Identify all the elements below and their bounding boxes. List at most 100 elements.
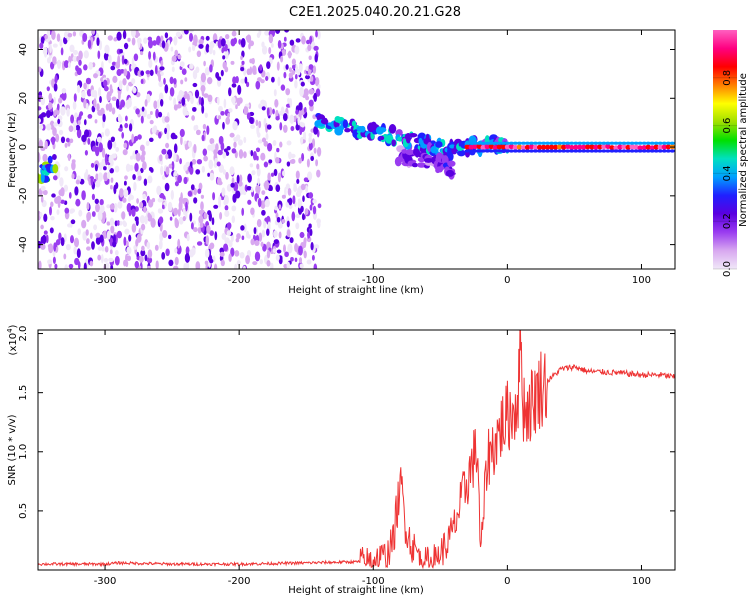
noise-cell — [283, 244, 286, 253]
carrier-cell — [496, 144, 502, 150]
noise-cell — [200, 97, 204, 107]
noise-cell — [77, 228, 81, 236]
noise-cell — [244, 76, 248, 84]
noise-cell — [173, 152, 177, 162]
noise-cell — [78, 50, 83, 60]
noise-cell — [267, 221, 271, 230]
noise-cell — [104, 246, 109, 253]
noise-cell — [97, 109, 103, 116]
noise-cell — [155, 108, 159, 119]
carrier-halo — [480, 149, 486, 153]
noise-cell — [237, 139, 243, 146]
carrier-halo — [581, 141, 587, 145]
track-cell — [408, 132, 418, 138]
noise-cell — [205, 43, 210, 53]
noise-cell — [56, 103, 60, 111]
noise-cell — [299, 86, 304, 97]
carrier-cell — [508, 143, 514, 150]
noise-cell — [58, 129, 64, 136]
noise-cell — [84, 150, 88, 156]
noise-cell — [168, 163, 173, 169]
noise-cell — [231, 96, 236, 104]
noise-cell — [161, 204, 165, 210]
noise-cell — [233, 136, 239, 142]
noise-cell — [131, 208, 136, 217]
carrier-halo — [645, 149, 651, 153]
noise-cell — [300, 205, 304, 213]
track-cell — [457, 149, 466, 157]
noise-cell — [134, 135, 139, 142]
noise-cell — [220, 38, 226, 47]
noise-cell — [240, 38, 246, 48]
noise-cell — [266, 259, 271, 267]
noise-cell — [179, 61, 185, 68]
noise-cell — [93, 224, 98, 231]
noise-cell — [236, 98, 241, 107]
noise-cell — [255, 147, 261, 153]
noise-cell — [75, 198, 81, 207]
noise-cell — [44, 34, 48, 40]
noise-cell — [85, 102, 89, 110]
noise-cell — [43, 213, 48, 222]
y-tick-label: -20 — [18, 188, 29, 204]
noise-cell — [312, 205, 317, 215]
noise-cell — [308, 223, 312, 229]
noise-cell — [89, 260, 94, 267]
noise-cell — [158, 239, 163, 250]
noise-cell — [122, 30, 127, 40]
noise-cell — [272, 248, 277, 253]
carrier-halo — [468, 149, 474, 153]
noise-cell — [148, 137, 154, 142]
carrier-halo — [553, 149, 558, 153]
noise-cell — [147, 249, 153, 259]
noise-cell — [94, 198, 99, 205]
carrier-cell — [653, 144, 659, 150]
noise-cell — [139, 51, 144, 56]
noise-cell — [133, 53, 139, 62]
carrier-halo — [505, 141, 510, 145]
noise-cell — [165, 248, 170, 257]
noise-cell — [317, 30, 321, 40]
noise-cell — [278, 204, 282, 210]
noise-cell — [81, 134, 87, 143]
noise-cell — [116, 31, 122, 41]
snr-multiplier-exp: 4 — [6, 328, 14, 333]
noise-cell — [204, 248, 210, 258]
noise-cell — [53, 96, 56, 105]
noise-cell — [63, 60, 69, 69]
noise-cell — [91, 193, 95, 201]
carrier-cell — [472, 143, 478, 150]
carrier-halo — [597, 149, 603, 153]
noise-cell — [114, 249, 119, 256]
noise-cell — [301, 213, 305, 221]
noise-cell — [185, 246, 190, 255]
noise-cell — [100, 254, 104, 264]
noise-cell — [257, 139, 263, 144]
noise-cell — [261, 229, 266, 238]
carrier-halo — [545, 141, 550, 145]
noise-cell — [294, 243, 299, 252]
noise-cell — [293, 184, 298, 193]
noise-cell — [287, 243, 293, 254]
noise-cell — [177, 208, 181, 217]
noise-cell — [308, 136, 312, 144]
noise-cell — [191, 158, 197, 165]
noise-cell — [38, 260, 42, 269]
noise-cell — [148, 51, 152, 60]
noise-cell — [254, 251, 261, 262]
carrier-halo — [521, 141, 526, 145]
noise-cell — [118, 80, 123, 90]
noise-cell — [261, 45, 268, 55]
noise-cell — [146, 241, 151, 250]
noise-cell — [280, 106, 285, 115]
carrier-halo — [468, 141, 474, 145]
noise-cell — [125, 115, 128, 122]
noise-cell — [290, 153, 296, 159]
noise-cell — [77, 84, 81, 94]
noise-cell — [194, 124, 199, 130]
noise-cell — [171, 161, 175, 171]
noise-cell — [95, 173, 99, 181]
noise-cell — [53, 242, 57, 252]
noise-cell — [85, 169, 89, 177]
noise-cell — [195, 169, 201, 175]
